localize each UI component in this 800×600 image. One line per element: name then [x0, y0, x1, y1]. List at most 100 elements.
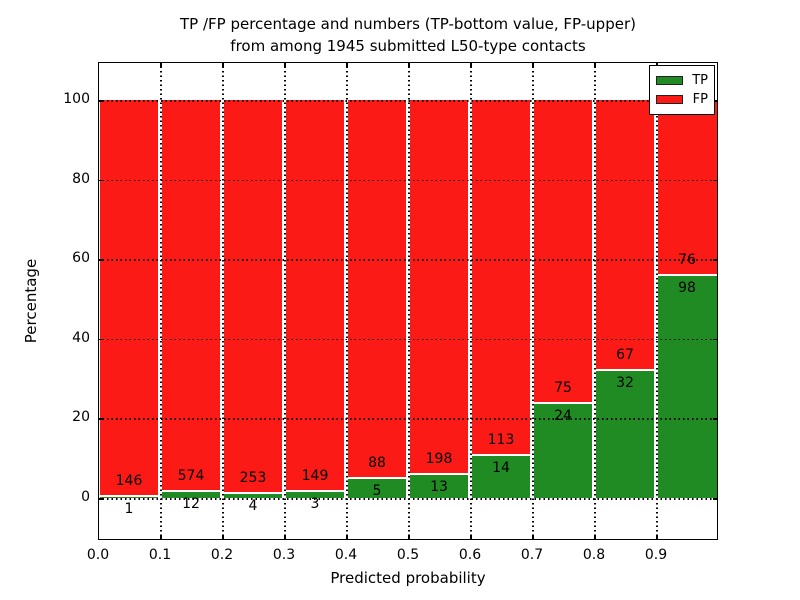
- y-tick-left: [98, 498, 103, 500]
- x-gridline: [222, 62, 224, 540]
- legend-label-fp: FP: [692, 92, 708, 107]
- x-tick-top: [470, 62, 472, 67]
- x-tick-bottom: [284, 535, 286, 540]
- x-tick-label: 0.0: [86, 547, 110, 563]
- y-tick-right: [713, 338, 718, 341]
- y-tick-label: 100: [63, 91, 90, 107]
- y-tick-right: [713, 498, 718, 500]
- x-tick-label: 0.3: [272, 547, 296, 563]
- legend-item-fp: FP: [656, 90, 708, 109]
- chart-title-line2: from among 1945 submitted L50-type conta…: [230, 37, 586, 55]
- x-tick-top: [594, 62, 596, 67]
- y-tick-label: 80: [72, 170, 90, 187]
- x-tick-top: [284, 62, 286, 67]
- x-tick-label: 0.5: [396, 547, 420, 563]
- fp-count-label: 146: [115, 473, 143, 490]
- tp-bar-segment: [596, 369, 654, 498]
- x-gridline: [532, 62, 534, 540]
- x-tick-bottom: [532, 535, 534, 540]
- y-tick-left: [98, 100, 103, 102]
- fp-bar-segment: [100, 100, 158, 496]
- fp-count-label: 88: [368, 454, 386, 471]
- fp-legend-swatch: [656, 95, 683, 104]
- fp-bar-segment: [348, 100, 406, 477]
- x-tick-label: 0.7: [520, 547, 544, 563]
- x-gridline: [346, 62, 348, 540]
- tp-count-label: 14: [492, 460, 510, 477]
- tp-bar-segment: [162, 489, 220, 498]
- fp-bar-segment: [162, 100, 220, 490]
- fp-count-label: 574: [177, 467, 205, 484]
- plot-area: 146 1 574 12 253 4 149 3 88 5 198 13 113 14 75 24 67 32 76…: [98, 62, 718, 540]
- tp-count-label: 3: [310, 496, 320, 513]
- tp-bar-segment: [472, 454, 530, 498]
- x-tick-bottom: [470, 535, 472, 540]
- x-tick-label: 0.4: [334, 547, 358, 563]
- y-tick-left: [98, 418, 103, 420]
- y-tick-right: [713, 259, 718, 261]
- tp-bar-segment: [534, 401, 592, 498]
- x-tick-top: [160, 62, 162, 67]
- y-tick-label: 0: [81, 489, 90, 505]
- x-gridline: [470, 62, 472, 540]
- fp-bar-segment: [472, 100, 530, 455]
- x-gridline: [160, 62, 162, 540]
- fp-count-label: 67: [616, 347, 634, 364]
- y-tick-right: [713, 179, 718, 182]
- y-tick-label: 60: [72, 250, 90, 267]
- x-tick-top: [346, 62, 348, 67]
- x-tick-bottom: [656, 535, 658, 540]
- fp-bar-segment: [658, 100, 718, 274]
- x-tick-label: 0.8: [582, 547, 606, 563]
- tp-legend-swatch: [656, 76, 683, 85]
- x-gridline: [408, 62, 410, 540]
- tp-bar-segment: [100, 495, 158, 498]
- y-tick-right: [713, 418, 718, 420]
- chart-title: TP /FP percentage and numbers (TP-bottom…: [98, 13, 718, 57]
- x-tick-bottom: [594, 535, 596, 540]
- fp-bar-segment: [596, 100, 654, 370]
- fp-count-label: 75: [554, 379, 572, 396]
- tp-count-label: 12: [182, 495, 200, 512]
- x-gridline: [284, 62, 286, 540]
- x-tick-top: [532, 62, 534, 67]
- y-tick-right: [713, 100, 718, 102]
- tp-bar-segment: [658, 273, 718, 498]
- x-tick-label: 0.6: [458, 547, 482, 563]
- x-tick-label: 0.1: [148, 547, 172, 563]
- tp-bar-segment: [410, 473, 468, 498]
- fp-count-label: 253: [239, 469, 267, 486]
- legend-item-tp: TP: [656, 71, 708, 90]
- x-gridline: [594, 62, 596, 540]
- x-tick-label: 0.2: [210, 547, 234, 563]
- tp-count-label: 1: [124, 501, 134, 518]
- fp-bar-segment: [410, 100, 468, 474]
- x-tick-top: [656, 62, 658, 67]
- x-tick-label: 0.9: [644, 547, 668, 563]
- tp-bar-segment: [224, 491, 282, 498]
- fp-bar-segment: [534, 100, 592, 402]
- y-axis-label: Percentage: [22, 258, 40, 344]
- x-tick-bottom: [408, 535, 410, 540]
- x-tick-top: [222, 62, 224, 67]
- fp-bar-segment: [286, 100, 344, 491]
- tp-count-label: 4: [248, 497, 258, 514]
- tp-count-label: 98: [678, 279, 696, 296]
- chart-title-line1: TP /FP percentage and numbers (TP-bottom…: [180, 15, 636, 33]
- tp-bar-segment: [348, 476, 406, 498]
- y-tick-label: 40: [72, 329, 90, 346]
- fp-count-label: 198: [425, 451, 453, 468]
- x-gridline: [656, 62, 658, 540]
- x-tick-bottom: [222, 535, 224, 540]
- tp-count-label: 5: [372, 482, 382, 499]
- tp-count-label: 13: [430, 479, 448, 496]
- y-tick-left: [98, 179, 103, 182]
- fp-count-label: 113: [487, 432, 515, 449]
- y-tick-label: 20: [72, 409, 90, 426]
- fp-count-label: 149: [301, 468, 329, 485]
- x-axis-label: Predicted probability: [330, 569, 486, 587]
- x-tick-top: [408, 62, 410, 67]
- y-tick-left: [98, 338, 103, 341]
- fp-count-label: 76: [678, 251, 696, 268]
